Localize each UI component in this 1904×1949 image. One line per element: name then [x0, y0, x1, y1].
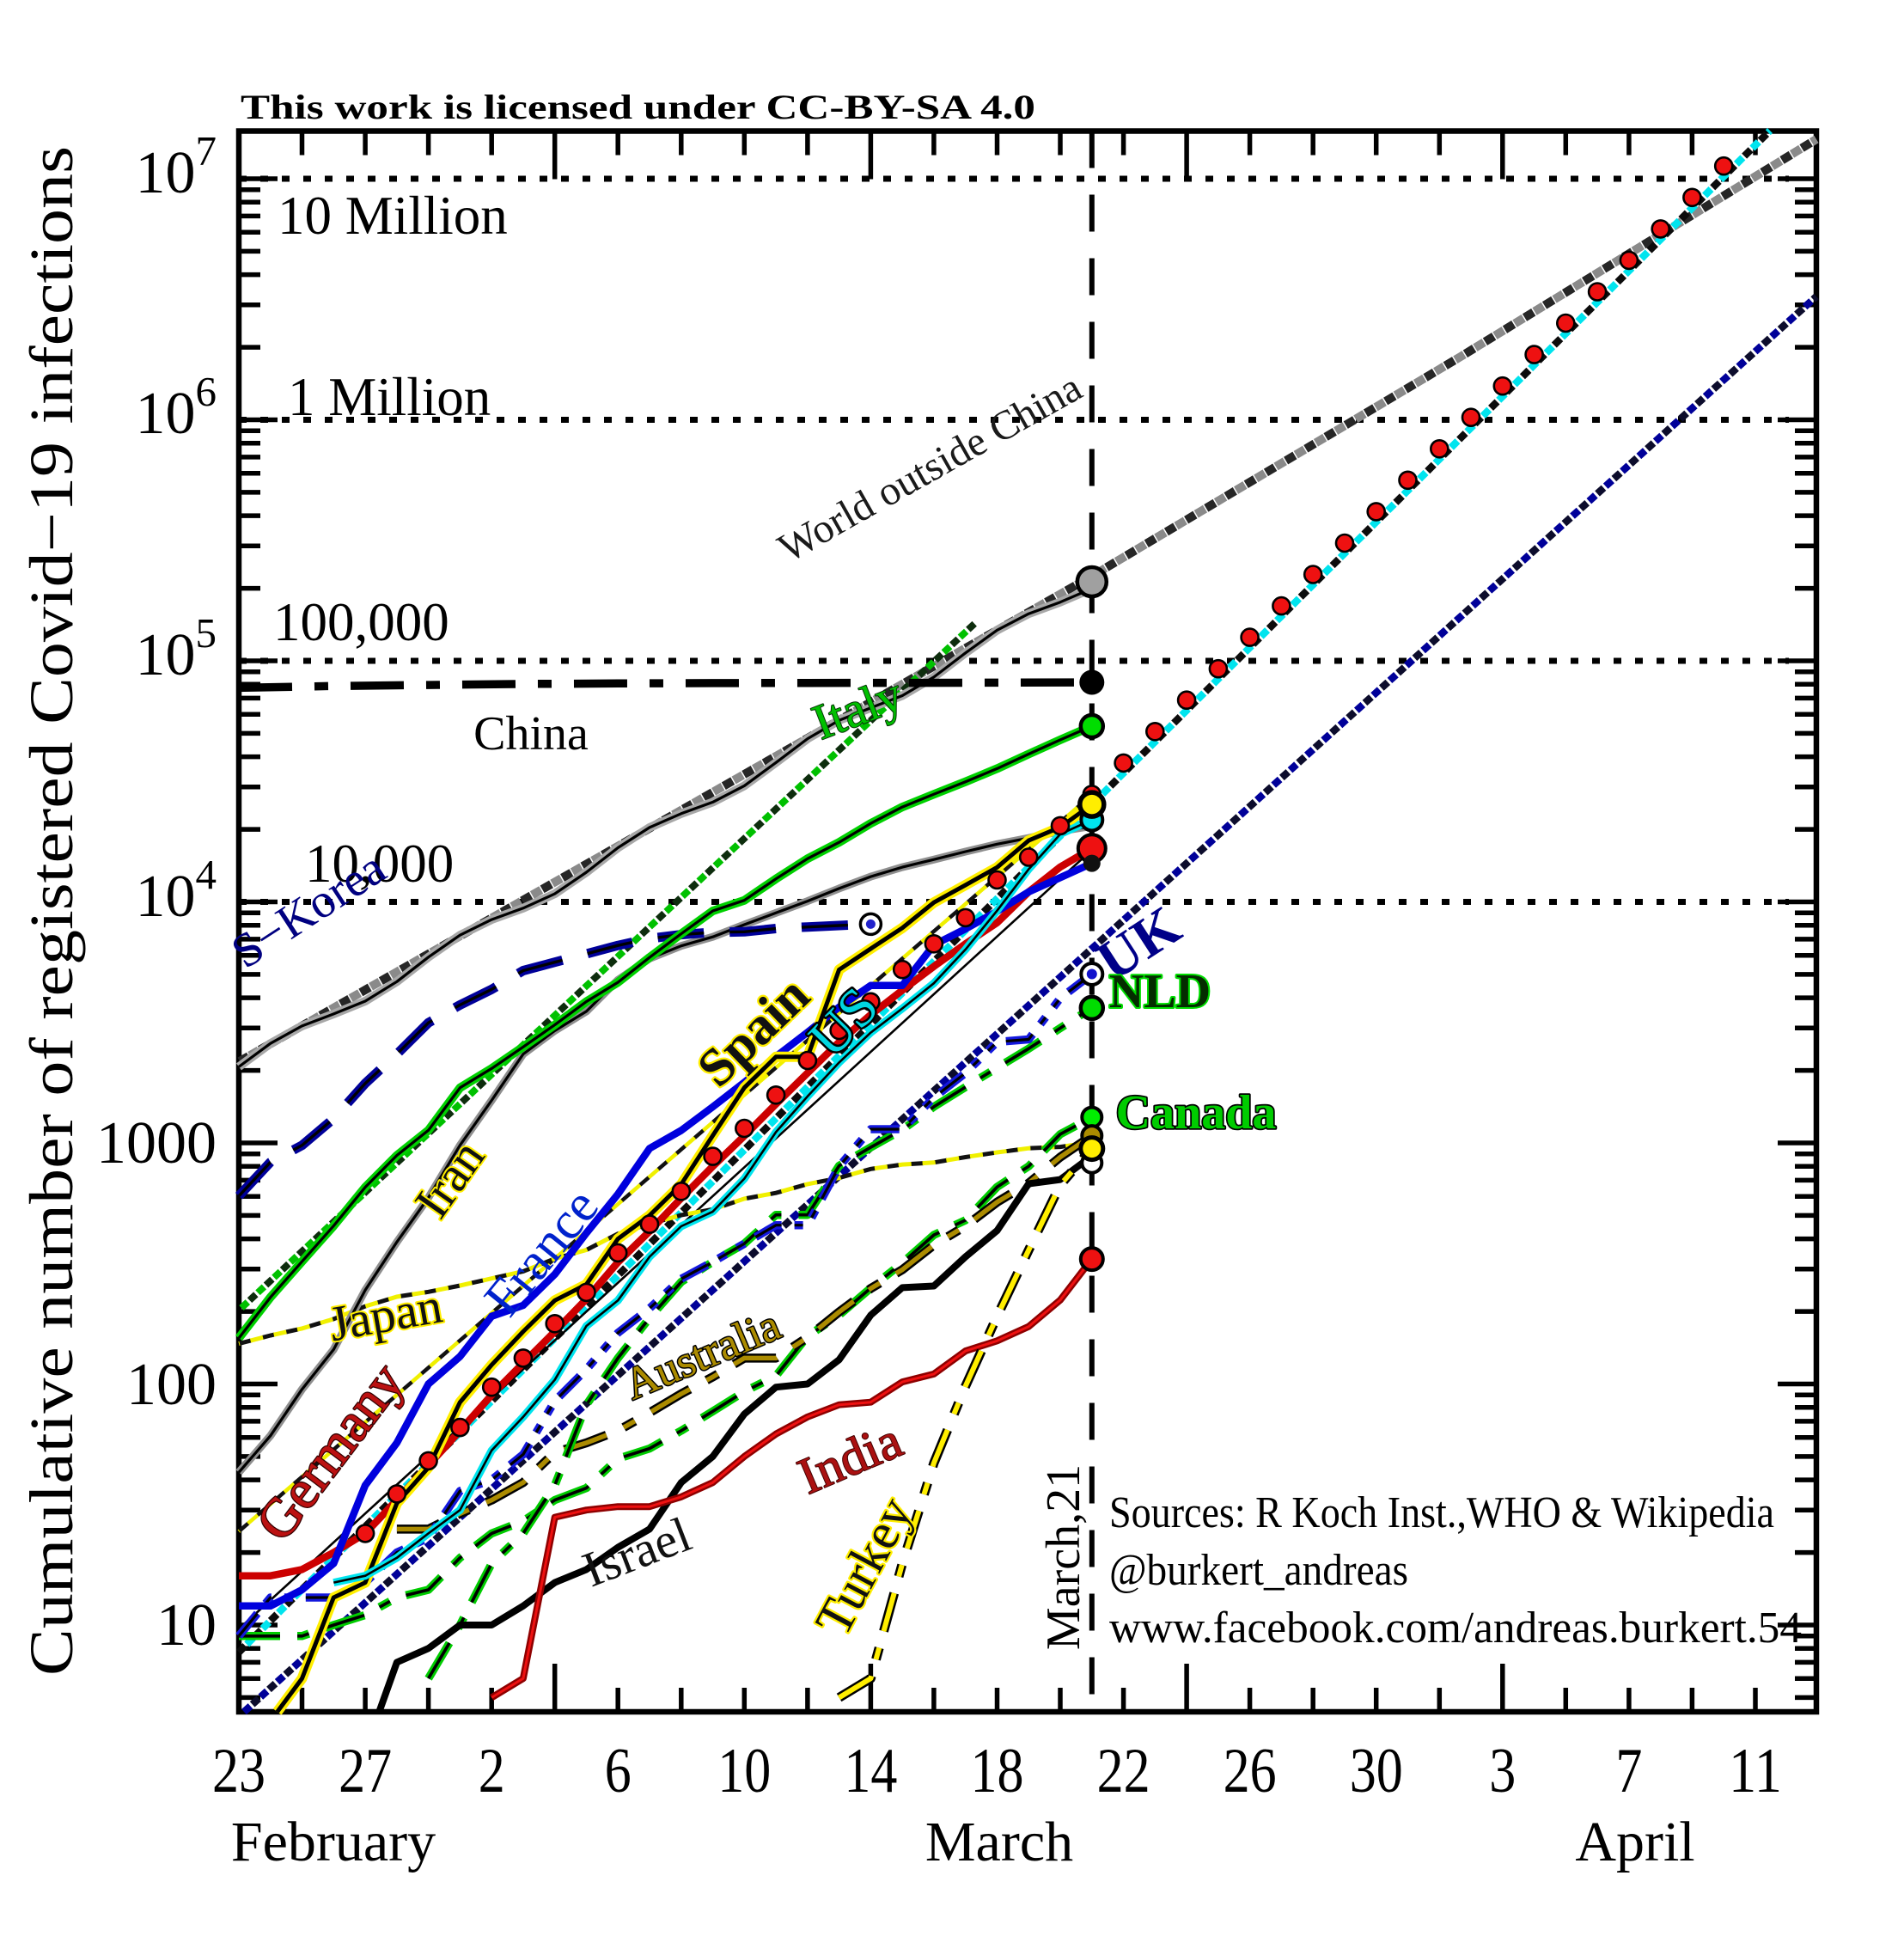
svg-text:7: 7 [1615, 1736, 1642, 1806]
svg-text:Canada: Canada [1116, 1086, 1277, 1139]
svg-text:10: 10 [717, 1736, 771, 1806]
svg-text:February: February [231, 1811, 436, 1873]
svg-text:105: 105 [136, 609, 217, 688]
svg-text:www.facebook.com/andreas.burke: www.facebook.com/andreas.burkert.54 [1109, 1604, 1802, 1653]
svg-text:26: 26 [1224, 1736, 1277, 1806]
svg-text:11: 11 [1729, 1736, 1782, 1806]
svg-text:10: 10 [156, 1592, 217, 1659]
svg-text:April: April [1575, 1811, 1694, 1873]
svg-text:27: 27 [339, 1736, 392, 1806]
svg-text:Cumulative number of registere: Cumulative number of registered Covid−19… [17, 146, 86, 1676]
svg-text:3: 3 [1489, 1736, 1516, 1806]
svg-text:Sources: R Koch Inst.,WHO & Wi: Sources: R Koch Inst.,WHO & Wikipedia [1109, 1488, 1774, 1537]
svg-text:10 Million: 10 Million [278, 186, 508, 246]
svg-text:107: 107 [136, 127, 217, 206]
svg-text:23: 23 [212, 1736, 265, 1806]
svg-text:NLD: NLD [1109, 965, 1211, 1018]
svg-text:March: March [925, 1811, 1073, 1873]
svg-text:1000: 1000 [96, 1110, 217, 1176]
svg-text:10,000: 10,000 [305, 834, 454, 894]
svg-text:30: 30 [1350, 1736, 1403, 1806]
svg-text:This work is licensed under CC: This work is licensed under CC-BY-SA 4.0 [241, 88, 1035, 126]
svg-text:18: 18 [971, 1736, 1024, 1806]
svg-text:6: 6 [605, 1736, 632, 1806]
svg-text:100,000: 100,000 [273, 592, 449, 652]
svg-text:@burkert_andreas: @burkert_andreas [1109, 1546, 1408, 1595]
svg-text:100: 100 [126, 1352, 217, 1418]
svg-text:China: China [473, 707, 589, 761]
svg-text:14: 14 [844, 1736, 897, 1806]
svg-text:2: 2 [479, 1736, 505, 1806]
svg-text:1 Million: 1 Million [288, 367, 491, 427]
svg-text:22: 22 [1097, 1736, 1150, 1806]
svg-text:March,21: March,21 [1037, 1464, 1090, 1650]
